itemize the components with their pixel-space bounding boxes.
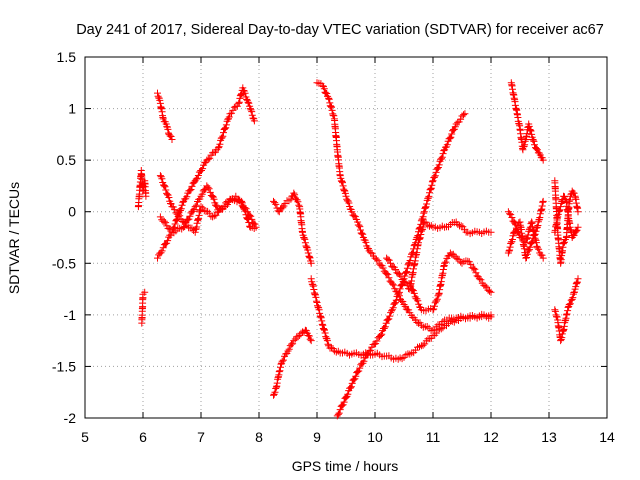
x-tick-label: 8 xyxy=(255,429,263,445)
y-tick-label: -1.5 xyxy=(52,358,76,374)
grid-lines xyxy=(85,57,607,418)
y-tick-label: 0.5 xyxy=(57,152,77,168)
x-tick-label: 5 xyxy=(81,429,89,445)
y-axis-label: SDTVAR / TECUs xyxy=(6,182,22,294)
y-tick-label: -0.5 xyxy=(52,255,76,271)
x-tick-label: 7 xyxy=(197,429,205,445)
y-tick-label: 1 xyxy=(68,101,76,117)
x-tick-label: 11 xyxy=(426,429,441,445)
y-tick-label: -2 xyxy=(64,410,77,426)
plot-frame xyxy=(84,56,608,419)
y-tick-label: -1 xyxy=(64,307,77,323)
x-axis-label: GPS time / hours xyxy=(292,458,399,474)
chart-title: Day 241 of 2017, Sidereal Day-to-day VTE… xyxy=(76,22,604,38)
data-points xyxy=(134,79,582,420)
scatter-markers xyxy=(134,79,582,420)
axis-ticks: -2 -1.5 -1 -0.5 0 0.5 1 1.5 5 6 7 8 9 10 11 12 13 14 xyxy=(52,49,615,445)
x-tick-label: 6 xyxy=(139,429,147,445)
y-tick-label: 0 xyxy=(68,204,76,220)
x-tick-label: 14 xyxy=(599,429,615,445)
y-tick-label: 1.5 xyxy=(57,49,77,65)
x-tick-label: 12 xyxy=(483,429,499,445)
x-tick-label: 9 xyxy=(313,429,321,445)
x-tick-label: 13 xyxy=(541,429,557,445)
plot-border xyxy=(84,56,608,419)
x-tick-label: 10 xyxy=(367,429,383,445)
